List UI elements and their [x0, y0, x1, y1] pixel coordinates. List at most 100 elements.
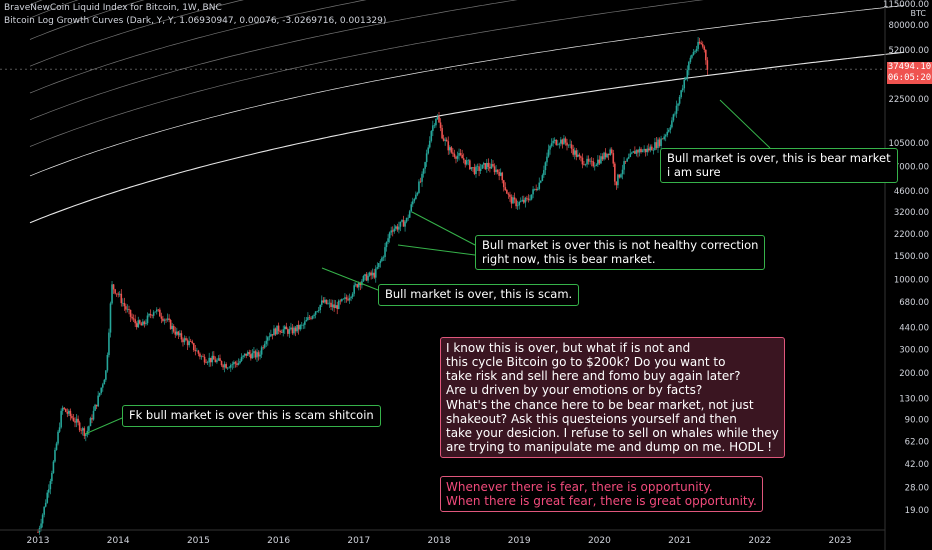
- x-axis: 2013 2014 2015 2016 2017 2018 2019 2020 2021 2022…: [0, 529, 885, 546]
- candle-body: [657, 139, 659, 148]
- candle-body: [581, 157, 584, 165]
- candle-body: [101, 384, 104, 388]
- candle-body: [526, 197, 528, 199]
- candle-body: [586, 158, 588, 165]
- candle-body: [123, 302, 126, 307]
- candle-body: [513, 197, 516, 200]
- annotation-bear-market[interactable]: Bull market is over, this is bear market…: [660, 148, 898, 184]
- candle-body: [134, 319, 136, 324]
- candle-body: [231, 364, 234, 365]
- candle-body: [671, 120, 673, 128]
- candle-body: [450, 147, 453, 153]
- candle-body: [189, 341, 192, 342]
- candle-body: [208, 357, 210, 363]
- y-tick-label: 80000.00: [888, 21, 929, 31]
- candle-body: [677, 103, 679, 106]
- x-tick-label: 2021: [668, 536, 691, 546]
- candle-body: [664, 135, 667, 137]
- candle-body: [381, 257, 383, 262]
- candle-body: [552, 140, 554, 144]
- candle-body: [365, 274, 368, 281]
- candle-body: [592, 161, 595, 167]
- candle-body: [439, 122, 442, 129]
- candle-body: [159, 309, 161, 317]
- candle-body: [276, 325, 278, 335]
- candle-body: [441, 128, 443, 139]
- candle-body: [74, 421, 76, 423]
- candle-body: [469, 160, 471, 170]
- annotation-fear-quote[interactable]: Whenever there is fear, there is opportu…: [440, 476, 763, 513]
- candle-body: [229, 364, 232, 368]
- candle-body: [688, 61, 690, 71]
- candle-body: [68, 410, 70, 414]
- candle-body: [202, 356, 204, 357]
- candle-body: [569, 144, 571, 146]
- candle-body: [415, 194, 417, 200]
- candle-body: [283, 326, 286, 330]
- candle-body: [274, 328, 277, 335]
- candle-body: [438, 116, 440, 123]
- candle-body: [304, 321, 306, 325]
- annotation-connector: [719, 99, 771, 149]
- candle-body: [370, 272, 372, 276]
- candle-body: [262, 347, 264, 349]
- candle-body: [350, 296, 352, 298]
- candle-body: [635, 150, 638, 154]
- candle-body: [436, 116, 439, 120]
- candle-body: [638, 148, 641, 153]
- candle-body: [706, 60, 709, 70]
- candle-body: [630, 152, 633, 154]
- candle-body: [399, 221, 402, 227]
- candle-body: [482, 163, 485, 165]
- candle-body: [257, 352, 260, 357]
- candle-body: [140, 323, 143, 326]
- candle-body: [47, 489, 50, 493]
- candle-body: [504, 187, 507, 191]
- candle-body: [701, 44, 704, 47]
- candle-body: [583, 164, 585, 166]
- candle-body: [621, 169, 624, 175]
- candle-body: [191, 341, 194, 344]
- candle-body: [640, 148, 642, 153]
- candle-body: [610, 149, 613, 154]
- x-tick-label: 2014: [107, 536, 130, 546]
- candle-body: [155, 309, 158, 312]
- annotation-connector: [84, 417, 123, 435]
- candle-body: [359, 282, 362, 286]
- candle-body: [211, 355, 214, 363]
- candle-body: [669, 127, 672, 130]
- candle-body: [293, 327, 295, 334]
- candle-body: [680, 90, 682, 97]
- annotation-not-healthy[interactable]: Bull market is over this is not healthy …: [475, 235, 766, 271]
- candle-body: [105, 370, 107, 380]
- candle-body: [428, 140, 431, 148]
- candle-body: [52, 461, 55, 474]
- candle-body: [103, 379, 106, 385]
- candle-body: [174, 331, 177, 335]
- annotation-connector: [397, 244, 476, 256]
- candle-body: [492, 164, 494, 167]
- candle-body: [519, 201, 522, 202]
- candle-body: [570, 144, 573, 149]
- candle-body: [493, 166, 496, 173]
- candle-body: [661, 138, 664, 140]
- x-tick-label: 2015: [187, 536, 210, 546]
- x-tick-label: 2022: [748, 536, 771, 546]
- candle-body: [260, 347, 263, 355]
- candle-body: [410, 204, 413, 212]
- y-tick-label: 10500.00: [888, 139, 929, 149]
- last-price-tag: 37494.10: [887, 62, 932, 73]
- candle-body: [479, 168, 482, 171]
- candle-body: [294, 327, 297, 332]
- candle-body: [192, 343, 195, 351]
- candle-body: [66, 411, 69, 414]
- candle-body: [612, 153, 615, 164]
- candle-body: [572, 148, 574, 155]
- y-tick-label: 52000.00: [888, 46, 929, 56]
- annotation-shitcoin[interactable]: Fk bull market is over this is scam shit…: [122, 405, 381, 427]
- y-tick-label: 42.00: [905, 460, 929, 470]
- annotation-scam[interactable]: Bull market is over, this is scam.: [378, 284, 580, 306]
- annotation-hodl[interactable]: I know this is over, but what if is not …: [440, 337, 785, 459]
- x-tick-label: 2020: [588, 536, 611, 546]
